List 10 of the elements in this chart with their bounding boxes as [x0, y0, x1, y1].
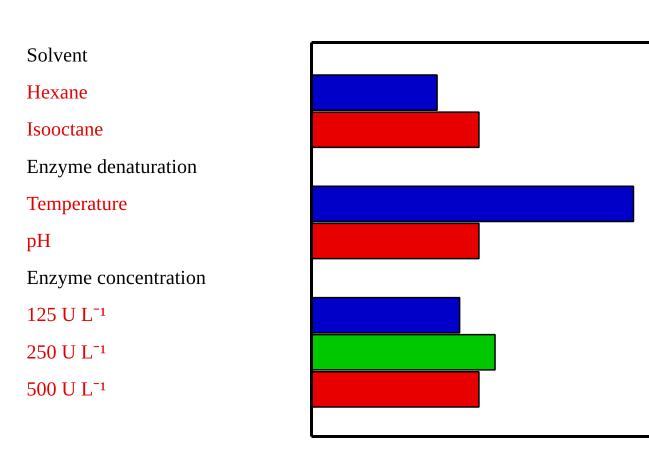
y-tick-label: 250 U L⁻¹ [26, 341, 106, 364]
y-tick-label: Hexane [26, 82, 88, 104]
y-tick-label: 500 U L⁻¹ [26, 378, 106, 400]
y-tick-label: pH [26, 230, 51, 252]
y-tick-label: Enzyme denaturation [26, 156, 197, 178]
y-tick-label: Isooctane [26, 118, 104, 141]
y-tick-label: Temperature [26, 192, 128, 215]
y-tick-label: Solvent [26, 44, 88, 66]
y-tick-label: 125 U L⁻¹ [26, 304, 106, 326]
y-tick-label: Enzyme concentration [26, 267, 206, 290]
